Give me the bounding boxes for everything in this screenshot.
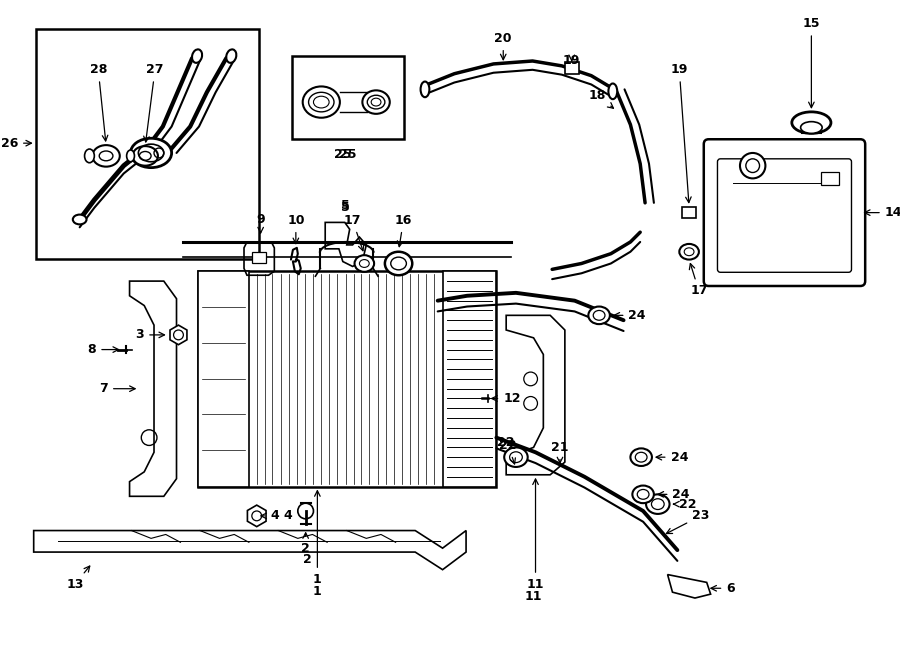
Ellipse shape xyxy=(630,448,652,466)
Ellipse shape xyxy=(792,112,831,134)
Text: 22: 22 xyxy=(673,498,697,511)
Text: 4: 4 xyxy=(261,510,279,522)
Text: 9: 9 xyxy=(256,213,265,233)
Ellipse shape xyxy=(680,244,699,260)
Ellipse shape xyxy=(589,307,610,324)
Text: 8: 8 xyxy=(87,343,119,356)
FancyBboxPatch shape xyxy=(704,139,865,286)
Text: 13: 13 xyxy=(66,566,90,591)
Text: 18: 18 xyxy=(589,89,614,108)
Ellipse shape xyxy=(93,145,120,167)
Ellipse shape xyxy=(85,149,94,163)
Ellipse shape xyxy=(132,146,157,166)
Ellipse shape xyxy=(302,87,340,118)
Ellipse shape xyxy=(504,447,527,467)
Ellipse shape xyxy=(633,486,654,503)
Text: 14: 14 xyxy=(865,206,900,219)
Bar xyxy=(565,62,579,74)
Bar xyxy=(198,271,249,486)
Text: 16: 16 xyxy=(395,214,412,247)
Bar xyxy=(682,207,696,219)
Text: 5: 5 xyxy=(341,201,350,214)
Ellipse shape xyxy=(367,95,385,109)
Text: 3: 3 xyxy=(136,329,165,341)
Text: 24: 24 xyxy=(658,488,690,501)
Text: 19: 19 xyxy=(670,63,691,202)
Bar xyxy=(821,172,839,185)
FancyBboxPatch shape xyxy=(717,159,851,272)
Ellipse shape xyxy=(130,138,172,168)
Text: 17: 17 xyxy=(344,214,364,251)
Text: 21: 21 xyxy=(551,441,569,463)
Text: 2: 2 xyxy=(302,533,310,555)
Text: 25: 25 xyxy=(339,149,356,161)
Ellipse shape xyxy=(309,93,334,112)
Text: 2: 2 xyxy=(303,553,312,566)
Text: 17: 17 xyxy=(689,264,707,297)
Text: 26: 26 xyxy=(1,137,32,149)
Text: 11: 11 xyxy=(526,479,544,591)
Text: 11: 11 xyxy=(525,590,543,603)
Circle shape xyxy=(298,503,313,519)
Bar xyxy=(36,28,258,258)
Text: 10: 10 xyxy=(287,214,304,244)
Text: 6: 6 xyxy=(711,582,735,595)
Text: 20: 20 xyxy=(494,32,512,59)
Text: 19: 19 xyxy=(563,54,580,67)
Text: 22: 22 xyxy=(500,439,517,464)
Text: 5: 5 xyxy=(341,199,350,212)
Text: 1: 1 xyxy=(313,490,322,586)
Ellipse shape xyxy=(73,215,86,224)
Text: 15: 15 xyxy=(803,17,820,108)
Ellipse shape xyxy=(192,50,202,63)
Text: 23: 23 xyxy=(666,510,709,533)
Text: 7: 7 xyxy=(99,382,135,395)
Bar xyxy=(252,252,266,264)
Text: 12: 12 xyxy=(491,392,521,405)
Bar xyxy=(198,271,497,486)
Text: 24: 24 xyxy=(614,309,646,322)
Circle shape xyxy=(740,153,765,178)
Text: 4: 4 xyxy=(284,510,292,522)
Ellipse shape xyxy=(608,83,617,99)
Text: 24: 24 xyxy=(656,451,688,463)
Text: 25: 25 xyxy=(334,149,352,161)
Ellipse shape xyxy=(363,91,390,114)
Ellipse shape xyxy=(355,255,374,272)
Text: 28: 28 xyxy=(90,63,108,141)
Ellipse shape xyxy=(801,122,822,134)
Ellipse shape xyxy=(127,150,134,162)
Ellipse shape xyxy=(646,494,670,514)
Ellipse shape xyxy=(226,50,237,63)
Text: 27: 27 xyxy=(144,63,164,142)
Ellipse shape xyxy=(385,252,412,275)
Text: 1: 1 xyxy=(313,585,322,598)
Bar xyxy=(443,271,497,486)
Ellipse shape xyxy=(420,81,429,97)
Bar xyxy=(292,56,404,139)
Text: 22: 22 xyxy=(498,436,515,449)
